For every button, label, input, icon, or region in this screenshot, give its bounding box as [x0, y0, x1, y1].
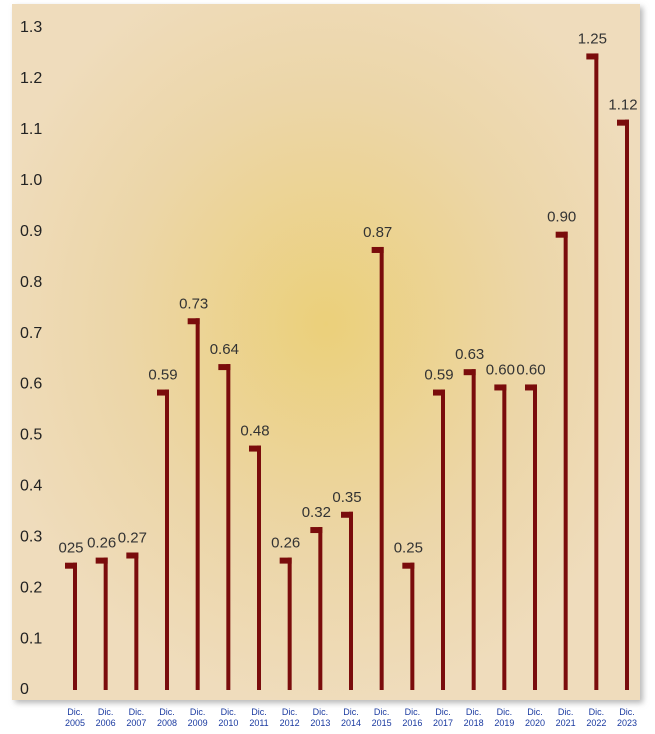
bar — [617, 119, 629, 690]
bar — [586, 53, 599, 690]
bar — [95, 557, 108, 690]
y-tick-label: 1.2 — [20, 70, 42, 87]
y-tick-label: 0.5 — [20, 427, 42, 444]
bar — [310, 527, 323, 690]
bar — [279, 557, 292, 690]
x-tick-label: Dic. 2012 — [279, 707, 300, 728]
bar — [126, 552, 139, 690]
x-tick-label: Dic. 2019 — [494, 707, 515, 728]
bar — [218, 364, 231, 690]
bar — [341, 511, 353, 690]
data-label: 0.59 — [424, 367, 453, 384]
y-tick-label: 0.8 — [20, 274, 42, 291]
x-tick-label: Dic. 2011 — [249, 707, 269, 728]
x-tick-label: Dic. 2007 — [126, 707, 147, 728]
data-label: 0.60 — [486, 361, 515, 378]
y-tick-label: 0.4 — [20, 478, 42, 495]
data-label: 0.25 — [394, 540, 423, 557]
y-tick-label: 0.3 — [20, 528, 42, 545]
bar — [555, 231, 568, 690]
x-tick-label: Dic. 2016 — [402, 707, 423, 728]
data-label: 0.27 — [118, 530, 147, 547]
data-label: 0.26 — [271, 535, 300, 552]
data-label: 0.73 — [179, 295, 208, 312]
x-tick-label: Dic. 2015 — [371, 707, 392, 728]
y-tick-label: 0.1 — [20, 630, 42, 647]
y-tick-label: 0.6 — [20, 376, 42, 393]
data-label: 0.63 — [455, 346, 484, 363]
data-label: 0.48 — [240, 423, 269, 440]
bar — [65, 562, 77, 690]
data-label: 0.90 — [547, 209, 576, 226]
data-label: 0.32 — [302, 504, 331, 521]
bar — [371, 246, 384, 690]
x-tick-label: Dic. 2005 — [64, 707, 86, 728]
y-tick-label: 0.7 — [20, 325, 42, 342]
x-tick-label: Dic. 2014 — [340, 707, 362, 728]
y-tick-label: 0 — [20, 681, 29, 698]
y-tick-label: 1.3 — [20, 19, 42, 36]
x-tick-label: Dic. 2017 — [432, 707, 454, 728]
data-label: 0.26 — [87, 535, 116, 552]
bar — [402, 562, 415, 690]
bar — [249, 445, 261, 690]
x-tick-label: Dic. 2010 — [218, 707, 239, 728]
y-tick-label: 1.1 — [20, 121, 42, 138]
data-label: 0.64 — [210, 341, 239, 358]
y-tick-label: 0.2 — [20, 579, 42, 596]
data-label: 0.60 — [516, 361, 545, 378]
x-tick-label: Dic. 2023 — [616, 707, 638, 728]
x-tick-label: Dic. 2020 — [524, 707, 546, 728]
bar — [494, 384, 507, 690]
data-label: 1.25 — [578, 30, 607, 47]
x-tick-label: Dic. 2006 — [95, 707, 116, 728]
x-tick-label: Dic. 2021 — [555, 707, 576, 728]
y-tick-label: 1.0 — [20, 172, 42, 189]
y-tick-label: 0.9 — [20, 223, 42, 240]
x-tick-label: Dic. 2009 — [187, 707, 208, 728]
data-label: 025 — [58, 540, 83, 557]
data-label: 0.87 — [363, 224, 392, 241]
x-tick-label: Dic. 2022 — [586, 707, 607, 728]
bar — [157, 389, 169, 690]
x-tick-label: Dic. 2008 — [156, 707, 178, 728]
bar — [433, 389, 445, 690]
bar — [463, 369, 476, 690]
x-tick-label: Dic. 2013 — [310, 707, 331, 728]
x-tick-label: Dic. 2018 — [463, 707, 484, 728]
bar — [525, 384, 537, 690]
bar — [187, 318, 200, 690]
data-label: 1.12 — [608, 97, 637, 114]
data-label: 0.59 — [148, 367, 177, 384]
data-label: 0.35 — [332, 489, 361, 506]
